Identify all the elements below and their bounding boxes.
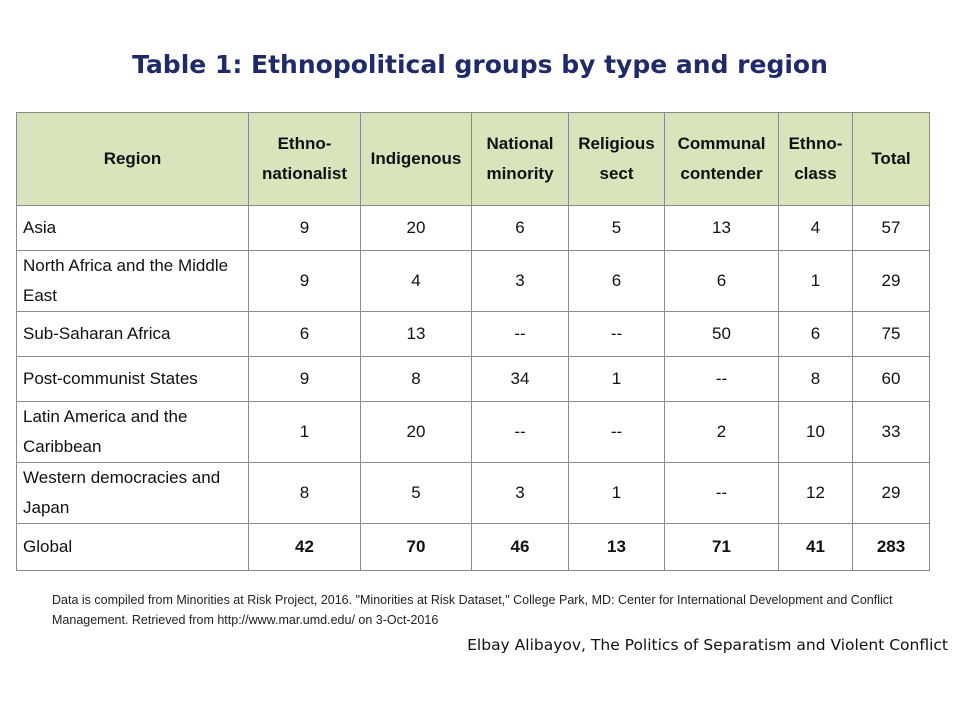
value-cell: 1 <box>778 250 853 312</box>
value-cell: 42 <box>248 523 361 571</box>
value-cell: 13 <box>664 205 779 251</box>
table-row: Post-communist States 9 8 34 1 -- 8 60 <box>16 356 930 402</box>
table-row: Western democracies and Japan 8 5 3 1 --… <box>16 462 930 524</box>
total-cell: 33 <box>852 401 930 463</box>
value-cell: 5 <box>568 205 665 251</box>
total-cell: 29 <box>852 462 930 524</box>
value-cell: -- <box>664 462 779 524</box>
value-cell: 4 <box>778 205 853 251</box>
value-cell: -- <box>568 311 665 357</box>
table-row: Latin America and the Caribbean 1 20 -- … <box>16 401 930 463</box>
value-cell: 8 <box>360 356 472 402</box>
global-total-row: Global 42 70 46 13 71 41 283 <box>16 523 930 571</box>
value-cell: 50 <box>664 311 779 357</box>
value-cell: 3 <box>471 250 569 312</box>
value-cell: 8 <box>248 462 361 524</box>
value-cell: 20 <box>360 401 472 463</box>
value-cell: 6 <box>778 311 853 357</box>
value-cell: 70 <box>360 523 472 571</box>
value-cell: 1 <box>568 356 665 402</box>
header-row: Region Ethno- nationalist Indigenous Nat… <box>16 112 930 206</box>
region-cell: Post-communist States <box>16 356 249 402</box>
column-header: Communal contender <box>664 112 779 206</box>
source-note: Data is compiled from Minorities at Risk… <box>52 593 893 627</box>
value-cell: 4 <box>360 250 472 312</box>
column-header: Religious sect <box>568 112 665 206</box>
column-header: National minority <box>471 112 569 206</box>
value-cell: 71 <box>664 523 779 571</box>
value-cell: 9 <box>248 205 361 251</box>
value-cell: 6 <box>471 205 569 251</box>
region-cell: Sub-Saharan Africa <box>16 311 249 357</box>
value-cell: -- <box>471 311 569 357</box>
total-cell: 29 <box>852 250 930 312</box>
value-cell: 1 <box>248 401 361 463</box>
groups-table: Region Ethno- nationalist Indigenous Nat… <box>16 112 930 571</box>
value-cell: -- <box>568 401 665 463</box>
page-title: Table 1: Ethnopolitical groups by type a… <box>132 50 828 79</box>
value-cell: 13 <box>568 523 665 571</box>
table-row: Asia 9 20 6 5 13 4 57 <box>16 205 930 251</box>
value-cell: 6 <box>248 311 361 357</box>
total-cell: 75 <box>852 311 930 357</box>
total-cell: 60 <box>852 356 930 402</box>
value-cell: 5 <box>360 462 472 524</box>
region-cell: Global <box>16 523 249 571</box>
value-cell: 12 <box>778 462 853 524</box>
value-cell: 46 <box>471 523 569 571</box>
value-cell: 41 <box>778 523 853 571</box>
value-cell: 20 <box>360 205 472 251</box>
value-cell: 13 <box>360 311 472 357</box>
value-cell: 6 <box>568 250 665 312</box>
value-cell: 8 <box>778 356 853 402</box>
region-cell: Latin America and the Caribbean <box>16 401 249 463</box>
value-cell: -- <box>471 401 569 463</box>
value-cell: 10 <box>778 401 853 463</box>
total-cell: 283 <box>852 523 930 571</box>
value-cell: 3 <box>471 462 569 524</box>
table-row: Sub-Saharan Africa 6 13 -- -- 50 6 75 <box>16 311 930 357</box>
value-cell: 6 <box>664 250 779 312</box>
author-credit: Elbay Alibayov, The Politics of Separati… <box>467 636 948 654</box>
value-cell: 1 <box>568 462 665 524</box>
column-header: Ethno- class <box>778 112 853 206</box>
region-cell: Western democracies and Japan <box>16 462 249 524</box>
column-header: Ethno- nationalist <box>248 112 361 206</box>
column-header: Indigenous <box>360 112 472 206</box>
region-cell: North Africa and the Middle East <box>16 250 249 312</box>
column-header: Total <box>852 112 930 206</box>
table-row: North Africa and the Middle East 9 4 3 6… <box>16 250 930 312</box>
total-cell: 57 <box>852 205 930 251</box>
value-cell: -- <box>664 356 779 402</box>
value-cell: 2 <box>664 401 779 463</box>
value-cell: 34 <box>471 356 569 402</box>
region-cell: Asia <box>16 205 249 251</box>
value-cell: 9 <box>248 250 361 312</box>
column-header: Region <box>16 112 249 206</box>
value-cell: 9 <box>248 356 361 402</box>
